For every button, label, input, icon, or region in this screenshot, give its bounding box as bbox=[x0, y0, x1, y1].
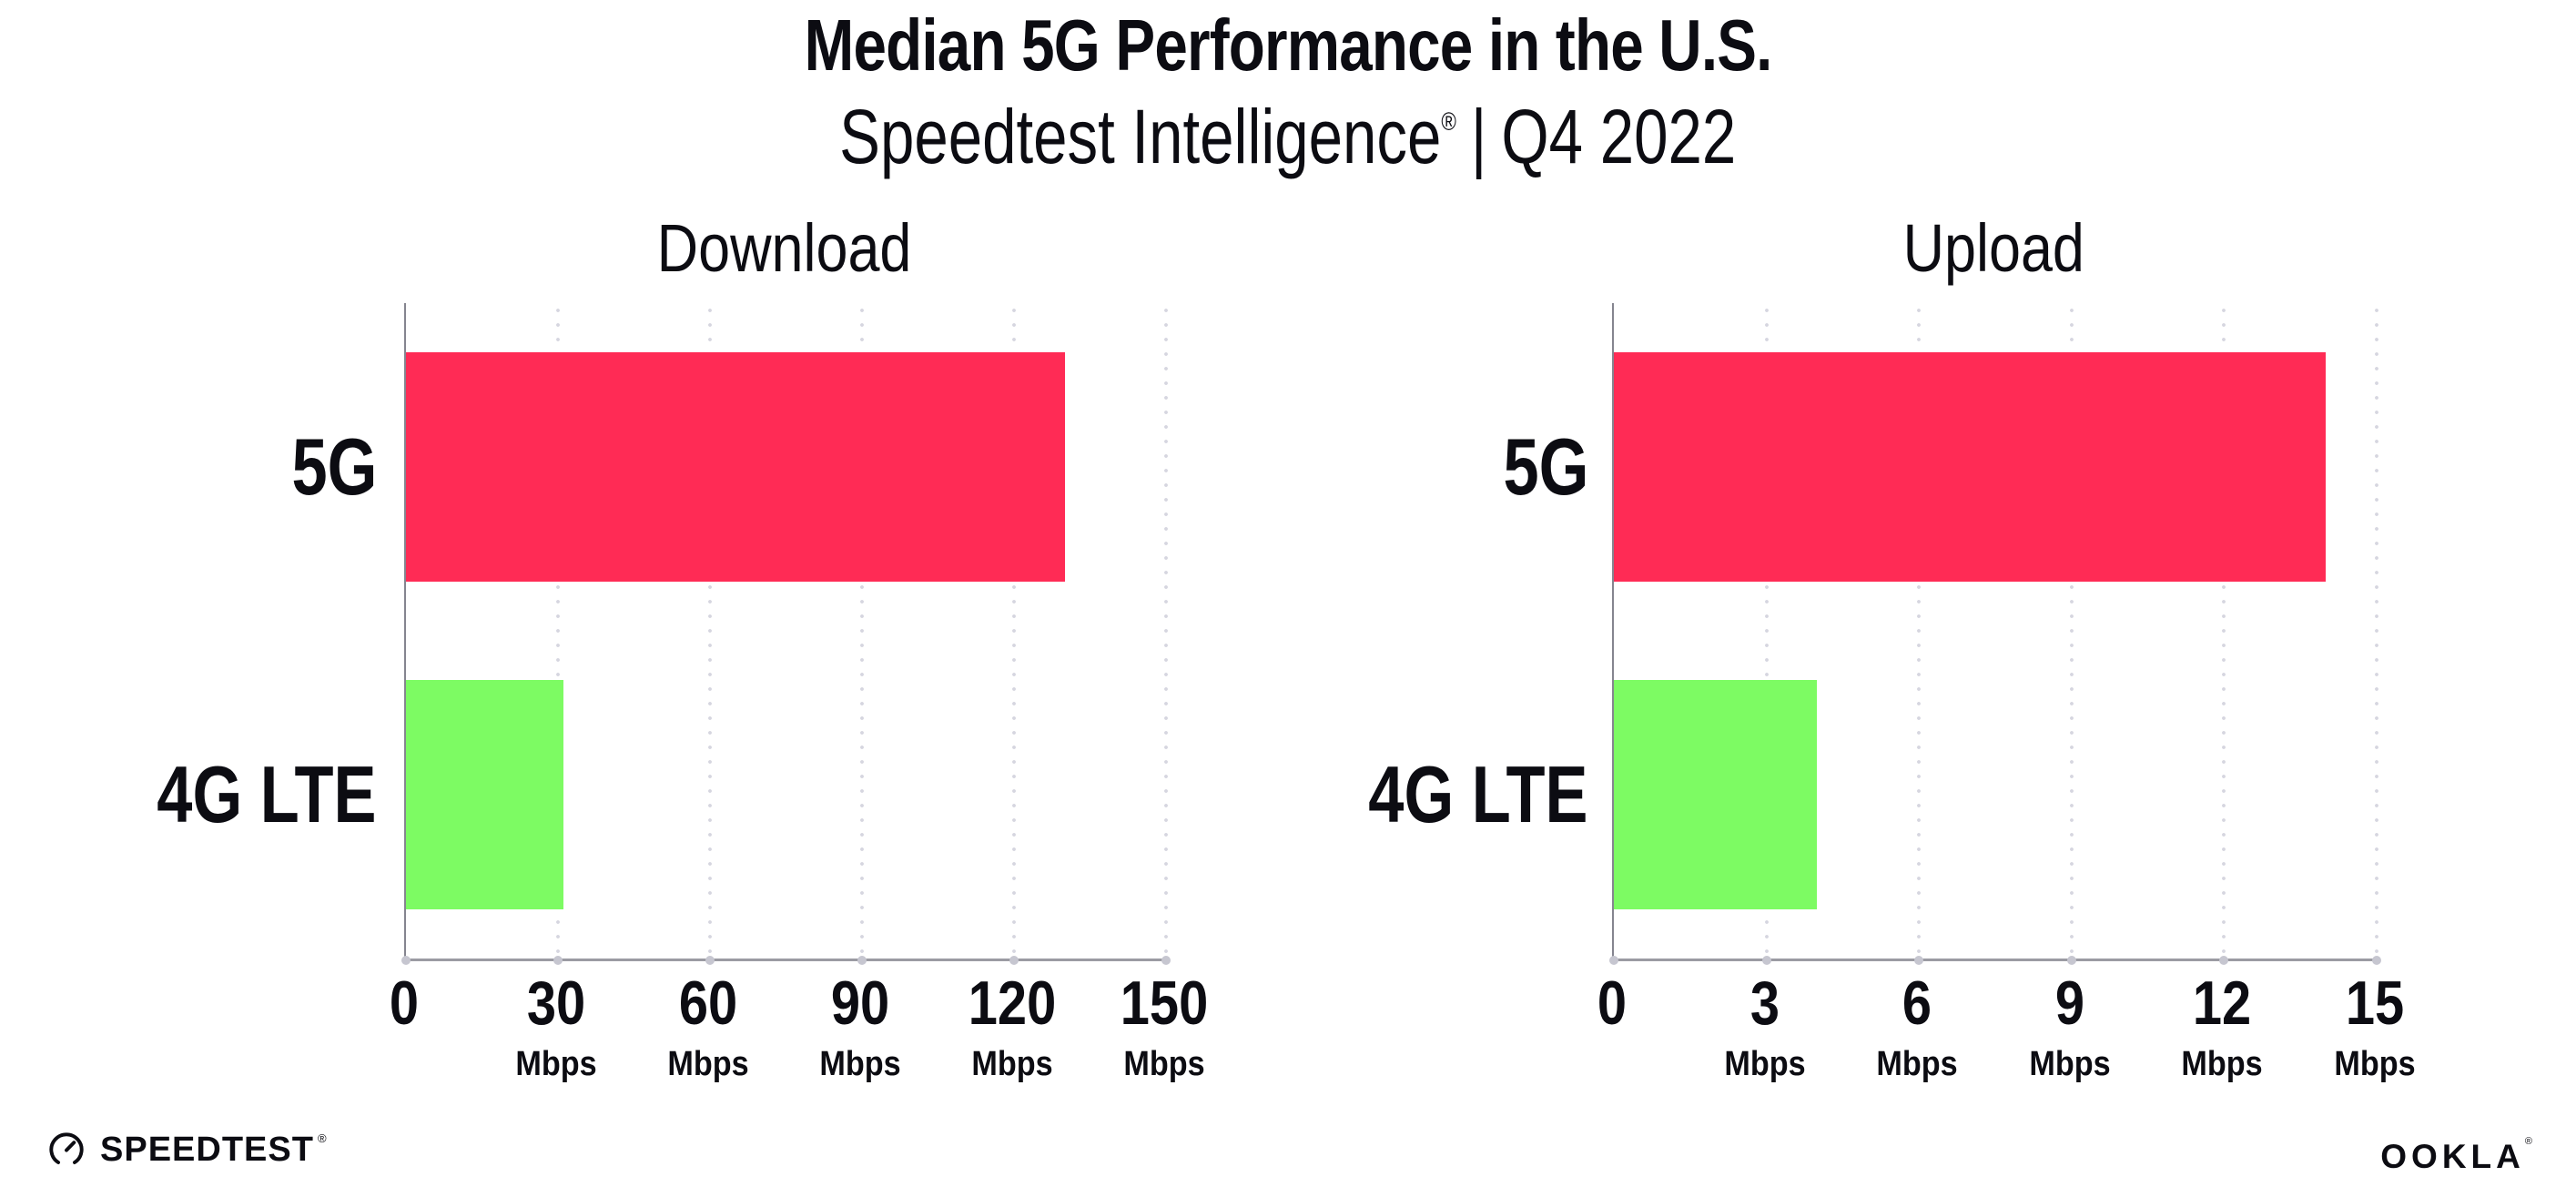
x-tick: 0 bbox=[1595, 972, 1629, 1034]
tick-unit: Mbps bbox=[2181, 1045, 2264, 1083]
gridline bbox=[2222, 303, 2226, 959]
x-tick: 60 Mbps bbox=[663, 972, 753, 1081]
tick-label: 0 bbox=[389, 969, 420, 1038]
tick-label: 15 bbox=[2345, 969, 2405, 1038]
download-x-axis-labels: 0 30 Mbps 60 Mbps 90 Mbps 120 Mbps 150 Mbps bbox=[390, 972, 1208, 1136]
x-tick: 9 Mbps bbox=[2024, 972, 2115, 1081]
x-tick: 150 Mbps bbox=[1112, 972, 1215, 1081]
tick-label: 120 bbox=[968, 969, 1057, 1038]
download-category-labels: 5G 4G LTE bbox=[0, 303, 377, 959]
tick-label: 9 bbox=[2054, 969, 2084, 1038]
x-tick: 0 bbox=[387, 972, 421, 1034]
gridline bbox=[1917, 303, 1922, 959]
bar-5g bbox=[406, 352, 1065, 582]
gridline bbox=[1164, 303, 1168, 959]
subtitle-brand: Speedtest Intelligence bbox=[839, 94, 1442, 179]
bar-4g-lte bbox=[406, 680, 563, 909]
subtitle-period: Q4 2022 bbox=[1501, 94, 1737, 179]
tick-unit: Mbps bbox=[667, 1045, 749, 1083]
page-subtitle-text: Speedtest Intelligence® | Q4 2022 bbox=[839, 95, 1736, 178]
page-title-text: Median 5G Performance in the U.S. bbox=[804, 5, 1773, 86]
tick-dot bbox=[1609, 956, 1618, 965]
tick-dot bbox=[553, 956, 563, 965]
chart-title-upload: Upload bbox=[1902, 210, 2084, 286]
tick-dot bbox=[401, 956, 411, 965]
x-tick: 90 Mbps bbox=[815, 972, 905, 1081]
gridline bbox=[708, 303, 712, 959]
tick-label: 3 bbox=[1749, 969, 1780, 1038]
tick-unit: Mbps bbox=[1123, 1045, 1205, 1083]
page-subtitle: Speedtest Intelligence® | Q4 2022 bbox=[0, 95, 2576, 178]
tick-label: 12 bbox=[2193, 969, 2252, 1038]
category-label-4g-lte: 4G LTE bbox=[157, 749, 377, 839]
upload-x-axis-labels: 0 3 Mbps 6 Mbps 9 Mbps 12 Mbps 15 Mbps bbox=[1597, 972, 2416, 1136]
tick-unit: Mbps bbox=[819, 1045, 901, 1083]
tick-dot bbox=[2219, 956, 2229, 965]
tick-unit: Mbps bbox=[2334, 1045, 2416, 1083]
tick-label: 30 bbox=[526, 969, 586, 1038]
gridline bbox=[2375, 303, 2378, 959]
x-tick: 15 Mbps bbox=[2329, 972, 2419, 1081]
bar-5g bbox=[1614, 352, 2327, 582]
tick-dot bbox=[2066, 956, 2076, 965]
subtitle-separator: | bbox=[1471, 94, 1487, 179]
gridline bbox=[1012, 303, 1016, 959]
tick-label: 0 bbox=[1597, 969, 1628, 1038]
tick-unit: Mbps bbox=[2029, 1045, 2111, 1083]
tick-unit: Mbps bbox=[1723, 1045, 1806, 1083]
upload-category-labels: 5G 4G LTE bbox=[1206, 303, 1588, 959]
gridline bbox=[1764, 303, 1769, 959]
x-tick: 30 Mbps bbox=[511, 972, 601, 1081]
tick-dot bbox=[1009, 956, 1019, 965]
tick-dot bbox=[1761, 956, 1771, 965]
gridline bbox=[2069, 303, 2074, 959]
tick-dot bbox=[1914, 956, 1924, 965]
tick-label: 90 bbox=[830, 969, 890, 1038]
tick-label: 6 bbox=[1902, 969, 1932, 1038]
registered-mark: ® bbox=[1441, 107, 1457, 136]
tick-dot bbox=[857, 956, 867, 965]
ookla-registered-mark: ® bbox=[2524, 1136, 2532, 1147]
ookla-wordmark: OOKLA bbox=[2380, 1138, 2525, 1175]
x-tick: 6 Mbps bbox=[1872, 972, 1962, 1081]
category-label-4g-lte: 4G LTE bbox=[1368, 749, 1588, 839]
tick-unit: Mbps bbox=[971, 1045, 1053, 1083]
tick-unit: Mbps bbox=[515, 1045, 597, 1083]
chart-title-download: Download bbox=[656, 210, 912, 286]
tick-unit: Mbps bbox=[1876, 1045, 1958, 1083]
download-plot-area bbox=[401, 303, 1171, 965]
speedtest-wordmark: SPEEDTEST bbox=[100, 1130, 314, 1169]
ookla-logo: OOKLA ® bbox=[2380, 1136, 2532, 1176]
gridline bbox=[556, 303, 560, 959]
page-title: Median 5G Performance in the U.S. bbox=[0, 9, 2576, 82]
speedtest-registered-mark: ® bbox=[317, 1131, 327, 1145]
x-tick: 3 Mbps bbox=[1719, 972, 1810, 1081]
x-tick: 12 Mbps bbox=[2177, 972, 2267, 1081]
bar-4g-lte bbox=[1614, 680, 1818, 909]
tick-dot bbox=[705, 956, 715, 965]
tick-label: 60 bbox=[678, 969, 738, 1038]
speedtest-logo: SPEEDTEST ® bbox=[46, 1129, 327, 1171]
tick-label: 150 bbox=[1120, 969, 1209, 1038]
upload-plot-area bbox=[1609, 303, 2381, 965]
gauge-icon bbox=[49, 1132, 84, 1164]
category-label-5g: 5G bbox=[1503, 421, 1588, 512]
tick-dot bbox=[1161, 956, 1171, 965]
x-tick: 120 Mbps bbox=[960, 972, 1063, 1081]
gridline bbox=[860, 303, 864, 959]
category-label-5g: 5G bbox=[291, 421, 377, 512]
tick-dot bbox=[2372, 956, 2381, 965]
